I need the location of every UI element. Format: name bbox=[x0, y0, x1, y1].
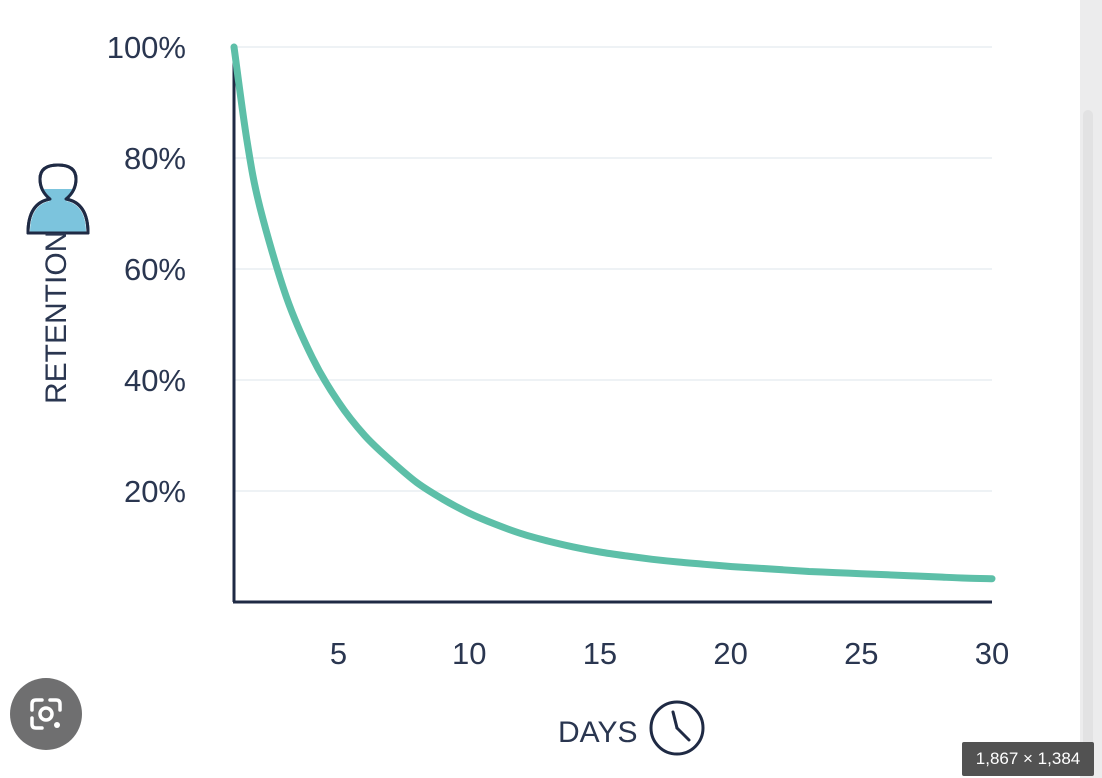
scrollbar-thumb[interactable] bbox=[1083, 110, 1093, 750]
grid-lines bbox=[234, 46, 992, 492]
google-lens-button[interactable] bbox=[10, 678, 82, 750]
x-tick-label: 15 bbox=[583, 636, 617, 671]
y-tick-label: 40% bbox=[124, 363, 186, 398]
scrollbar-track[interactable] bbox=[1080, 0, 1102, 778]
x-tick-label: 5 bbox=[330, 636, 347, 671]
person-retention-icon bbox=[26, 163, 90, 235]
x-axis-label: DAYS bbox=[558, 716, 637, 749]
retention-curve bbox=[230, 43, 996, 583]
x-tick-label: 20 bbox=[713, 636, 747, 671]
x-tick-label: 30 bbox=[975, 636, 1009, 671]
x-tick-labels: 5 10 15 20 25 30 bbox=[330, 636, 1009, 671]
y-axis-label: RETENTION bbox=[40, 231, 73, 404]
x-tick-label: 25 bbox=[844, 636, 878, 671]
y-tick-label: 20% bbox=[124, 474, 186, 509]
google-lens-icon bbox=[30, 698, 62, 730]
y-tick-labels: 100% 80% 60% 40% 20% bbox=[107, 30, 186, 509]
y-tick-label: 100% bbox=[107, 30, 186, 65]
clock-icon bbox=[649, 700, 705, 756]
x-tick-label: 10 bbox=[452, 636, 486, 671]
y-tick-label: 60% bbox=[124, 252, 186, 287]
y-tick-label: 80% bbox=[124, 141, 186, 176]
image-dimensions-badge: 1,867 × 1,384 bbox=[962, 742, 1094, 776]
